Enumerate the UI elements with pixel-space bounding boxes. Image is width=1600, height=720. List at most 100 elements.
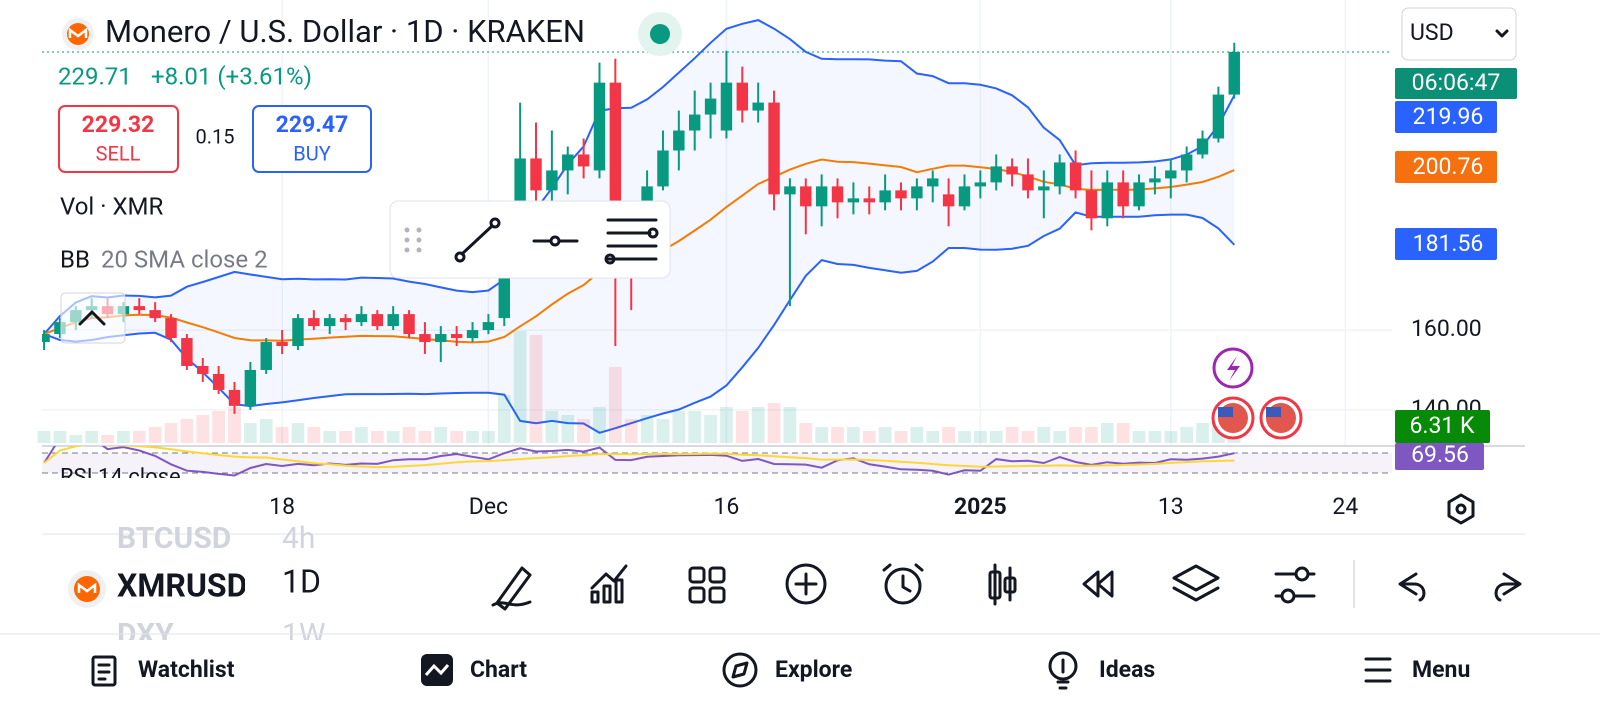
volume-bar — [466, 431, 479, 443]
candle-body — [450, 334, 463, 339]
volume-bar — [656, 419, 670, 443]
bb-legend-params: 20 SMA close 2 — [101, 245, 268, 273]
volume-bar — [1180, 427, 1193, 443]
volume-bar — [720, 407, 733, 443]
bb-upper — [43, 19, 1236, 335]
countdown: 06:06:47 — [1412, 69, 1501, 96]
volume-bar — [418, 431, 432, 443]
candle-body — [736, 82, 749, 111]
volume-bar — [688, 411, 702, 443]
interval[interactable]: 1D — [282, 562, 321, 600]
nav-explore[interactable]: Explore — [775, 656, 852, 683]
candle-body — [673, 130, 685, 151]
volume-bar — [1100, 423, 1114, 443]
layers-tool[interactable] — [1172, 564, 1220, 602]
time-tick-label: 24 — [1332, 493, 1358, 520]
volume-bar — [275, 427, 289, 443]
candle-body — [895, 190, 907, 199]
indicators-tool[interactable] — [590, 564, 628, 604]
fib-tool[interactable] — [604, 218, 659, 265]
candle-body — [927, 178, 939, 187]
price-tick-label: 160.00 — [1411, 315, 1482, 342]
volume-layer — [37, 331, 1241, 443]
explore-icon — [722, 652, 758, 688]
candle-body — [752, 102, 764, 111]
nav-watchlist[interactable]: Watchlist — [138, 656, 235, 683]
currency-select[interactable] — [1401, 7, 1517, 61]
candle-body — [149, 310, 161, 319]
bb-lower-value: 181.56 — [1413, 230, 1484, 257]
candle-body — [720, 82, 733, 131]
volume-bar — [783, 407, 797, 443]
volume-bar — [164, 423, 178, 443]
replay-tool[interactable] — [1082, 570, 1114, 598]
volume-bar — [513, 331, 527, 443]
candle-body — [197, 365, 209, 374]
volume-bar — [1085, 427, 1098, 443]
candle-body — [435, 334, 447, 343]
nav-chart[interactable]: Chart — [470, 656, 527, 683]
candle-body — [339, 318, 352, 323]
candle-body — [1212, 94, 1225, 139]
bb-legend-name: BB — [60, 245, 90, 273]
candle-body — [42, 334, 50, 343]
spread: 0.15 — [196, 124, 235, 148]
volume-bar — [1069, 427, 1082, 443]
drawing-toolbar — [389, 200, 671, 279]
candle-body — [1180, 154, 1193, 171]
chart-type-tool[interactable] — [988, 563, 1017, 606]
candle-body — [831, 186, 844, 203]
candle-body — [546, 170, 558, 191]
candle-body — [371, 314, 384, 327]
flag-event[interactable] — [1259, 396, 1303, 440]
candle-body — [863, 198, 875, 203]
volume-bar — [561, 415, 575, 443]
collapse-legend[interactable] — [60, 292, 126, 344]
coin-mark — [68, 27, 88, 38]
symbol[interactable]: XMRUSD — [117, 566, 247, 604]
candle-body — [165, 318, 177, 339]
candle-body — [1196, 138, 1209, 155]
prev-symbol: BTCUSD — [117, 521, 231, 556]
volume-bar — [85, 431, 99, 443]
volume-bar — [767, 403, 781, 443]
draw-tool[interactable] — [491, 566, 532, 611]
volume-bar — [942, 427, 955, 443]
candle-body — [276, 342, 288, 347]
volume-badge — [1395, 410, 1490, 443]
candle-body — [212, 373, 225, 390]
sell-button[interactable] — [58, 105, 179, 173]
layout-tool[interactable] — [688, 566, 726, 604]
candle-body — [1053, 162, 1066, 187]
nav-menu[interactable]: Menu — [1412, 656, 1470, 683]
flag-event[interactable] — [1211, 396, 1255, 440]
watchlist-icon — [91, 655, 117, 687]
settings-tool[interactable] — [1274, 566, 1316, 604]
volume-bar — [339, 431, 352, 443]
buy-button[interactable] — [252, 105, 372, 173]
candle-body — [942, 194, 955, 207]
candle-body — [482, 322, 495, 331]
volume-bar — [323, 431, 337, 443]
time-tick-label: 18 — [269, 493, 295, 520]
volume-bar — [370, 431, 384, 443]
settings-icon[interactable] — [1447, 493, 1475, 525]
sell-label: SELL — [96, 141, 141, 165]
candle-body — [228, 389, 241, 406]
volume-bar — [69, 435, 83, 443]
nav-ideas[interactable]: Ideas — [1099, 656, 1155, 683]
trend-line-tool[interactable] — [454, 217, 501, 263]
volume-bar — [482, 431, 495, 443]
redo[interactable] — [1494, 572, 1522, 602]
candle-body — [815, 186, 828, 207]
symbol-title: Monero / U.S. Dollar · 1D · KRAKEN — [105, 13, 585, 50]
undo[interactable] — [1398, 572, 1426, 602]
candle-body — [768, 102, 780, 195]
alert-tool[interactable] — [882, 563, 924, 605]
volume-bar — [593, 407, 606, 443]
horizontal-ray-tool[interactable] — [532, 235, 579, 247]
volume-bar — [910, 427, 924, 443]
volume-bar — [434, 427, 448, 443]
add-tool[interactable] — [785, 563, 827, 605]
volume-bar — [1021, 431, 1035, 443]
